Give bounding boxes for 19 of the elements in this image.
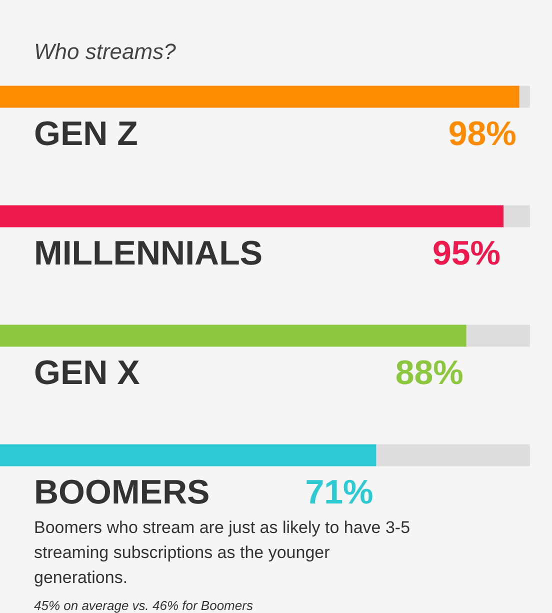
annotation: 45% on average vs. 46% for Boomers — [34, 598, 254, 613]
data-label: 88% — [395, 354, 464, 392]
text: Who streams? — [34, 39, 177, 64]
bar — [376, 444, 530, 466]
data-label: 95% — [432, 234, 500, 272]
y-tick-label: BOOMERS — [34, 473, 210, 512]
data-label: 71% — [305, 473, 374, 512]
data-label: 98% — [448, 114, 516, 153]
bar — [504, 205, 530, 228]
bar — [0, 324, 466, 347]
y-tick-label: GEN Z — [34, 114, 138, 153]
annotation: Boomers who stream are just as likely to have 3-5 streaming subscriptions as the younger generations. — [34, 518, 410, 587]
bar — [519, 86, 530, 108]
y-tick-label: MILLENNIALS — [34, 234, 263, 272]
bar — [0, 444, 376, 466]
bar — [0, 86, 520, 108]
bar — [466, 324, 530, 347]
bar — [0, 205, 504, 228]
y-tick-label: GEN X — [34, 354, 140, 392]
